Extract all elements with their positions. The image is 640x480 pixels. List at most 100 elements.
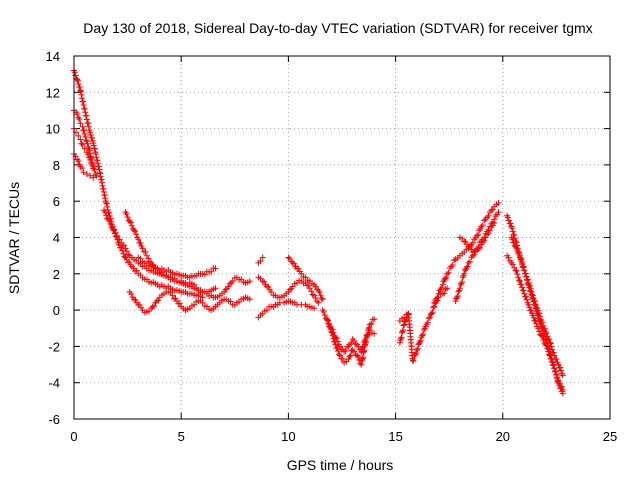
data-point (106, 217, 113, 224)
data-point (335, 348, 342, 355)
data-point (132, 228, 139, 235)
data-point (87, 131, 94, 138)
data-point (457, 282, 464, 288)
data-point (76, 116, 83, 123)
data-point (542, 341, 549, 348)
data-point (528, 307, 535, 314)
data-point (107, 220, 114, 227)
data-point (488, 207, 495, 214)
data-point (172, 295, 179, 302)
data-point (124, 214, 131, 221)
data-point (339, 356, 346, 362)
data-point (454, 294, 461, 301)
data-point (75, 81, 82, 87)
x-axis-label: GPS time / hours (287, 457, 394, 473)
data-point (509, 261, 516, 268)
data-point (199, 294, 206, 301)
data-point (83, 112, 90, 119)
data-point (505, 254, 512, 261)
data-point (539, 319, 546, 326)
data-point (90, 174, 97, 181)
data-point (413, 350, 420, 357)
data-point (85, 120, 92, 127)
data-point (332, 334, 339, 341)
data-point (316, 289, 323, 295)
data-point (555, 377, 562, 384)
data-point (212, 285, 219, 292)
data-point (517, 278, 523, 285)
data-point (435, 290, 442, 297)
data-point (469, 239, 476, 246)
data-point (135, 236, 142, 243)
data-point (547, 339, 553, 346)
data-point (354, 352, 360, 359)
data-point (77, 87, 84, 94)
data-point (155, 297, 162, 304)
data-point (75, 114, 82, 121)
data-point (123, 248, 130, 255)
data-point (535, 325, 542, 332)
data-point (532, 317, 539, 324)
data-point (143, 252, 150, 259)
data-point (414, 347, 420, 353)
data-point (349, 347, 356, 353)
data-point (112, 229, 119, 236)
data-point (75, 132, 82, 139)
data-point (513, 268, 520, 274)
data-point (102, 209, 109, 216)
data-point (552, 368, 559, 375)
data-point (420, 326, 427, 333)
data-point (128, 222, 135, 229)
data-point (423, 321, 430, 328)
data-point (512, 267, 519, 274)
data-point (510, 239, 517, 246)
data-point (257, 258, 264, 265)
data-point (246, 278, 253, 285)
data-point (491, 216, 498, 223)
data-point (544, 345, 551, 352)
data-point (536, 310, 543, 317)
data-point (79, 123, 86, 130)
data-point (545, 348, 552, 355)
data-point (127, 219, 134, 226)
data-point (539, 333, 546, 340)
data-point (507, 220, 514, 227)
data-point (549, 358, 556, 365)
data-point (475, 231, 482, 238)
data-point (428, 310, 435, 317)
data-point (326, 321, 333, 328)
data-point (511, 231, 518, 238)
data-point (295, 265, 302, 272)
data-point (461, 270, 468, 277)
data-point (83, 116, 90, 123)
data-point (518, 281, 525, 288)
data-point (529, 291, 536, 298)
data-point (489, 219, 496, 226)
data-point (133, 267, 140, 274)
y-tick-label: 12 (46, 85, 60, 100)
data-point (559, 387, 566, 393)
data-point (554, 377, 561, 384)
data-point (441, 290, 448, 297)
y-tick-label: 0 (53, 303, 60, 318)
data-point (420, 331, 426, 338)
data-point (546, 336, 553, 343)
data-point (405, 310, 412, 317)
chart-title: Day 130 of 2018, Sidereal Day-to-day VTE… (83, 20, 592, 36)
data-point (445, 269, 452, 276)
data-point (481, 217, 488, 224)
data-point (149, 303, 156, 310)
data-point (81, 127, 87, 134)
data-point (225, 283, 232, 290)
data-point (84, 140, 91, 147)
data-point (199, 299, 206, 306)
data-point (485, 212, 492, 219)
data-point (212, 265, 219, 272)
data-point (444, 285, 451, 292)
data-point (397, 337, 404, 344)
data-point (111, 226, 117, 233)
data-point (456, 285, 463, 292)
data-point (512, 243, 519, 250)
data-point (438, 284, 445, 291)
data-point (471, 251, 478, 258)
